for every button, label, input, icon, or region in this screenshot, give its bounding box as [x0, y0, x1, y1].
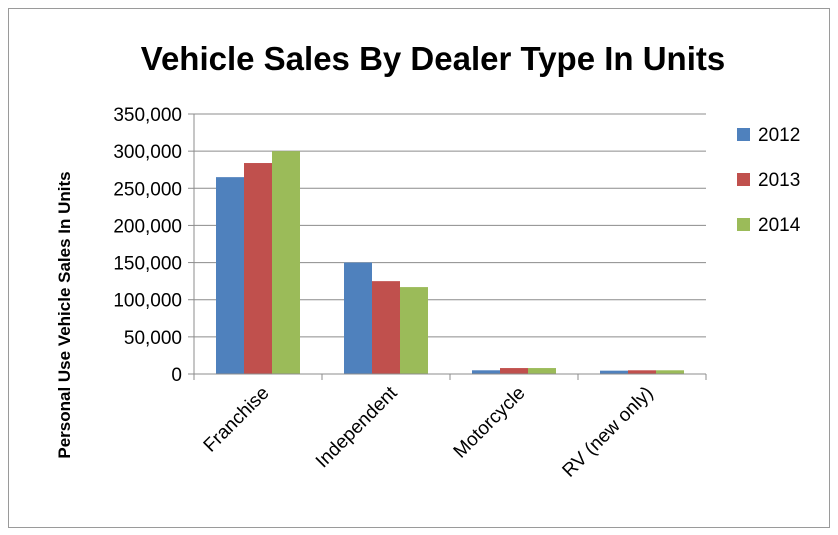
x-category-label: Independent: [312, 382, 402, 472]
bar-motorcycle-2014: [528, 368, 556, 374]
y-tick-label: 250,000: [113, 179, 182, 200]
bar-rv-new-only-2014: [656, 370, 684, 374]
bar-independent-2012: [344, 262, 372, 374]
legend-swatch-2012: [737, 128, 750, 141]
y-tick-label: 200,000: [113, 216, 182, 237]
legend-swatch-2013: [737, 173, 750, 186]
x-category-label: Motorcycle: [450, 383, 530, 463]
bar-motorcycle-2012: [472, 370, 500, 374]
bar-independent-2014: [400, 287, 428, 374]
bar-franchise-2013: [244, 163, 272, 374]
y-axis-ticks: 0 50,000 100,000 150,000 200,000 250,000 300,0…: [113, 105, 194, 386]
legend: 2012 2013 2014: [737, 125, 801, 236]
bar-motorcycle-2013: [500, 368, 528, 374]
legend-swatch-2014: [737, 218, 750, 231]
y-tick-label: 300,000: [113, 142, 182, 163]
legend-label-2013: 2013: [758, 170, 800, 191]
legend-label-2014: 2014: [758, 215, 801, 236]
y-tick-label: 150,000: [113, 254, 182, 275]
chart-frame: [8, 8, 830, 528]
y-tick-label: 100,000: [113, 291, 182, 312]
y-tick-label: 50,000: [124, 328, 182, 349]
bars: [216, 151, 684, 374]
bar-franchise-2014: [272, 151, 300, 374]
axes: [193, 114, 707, 380]
y-tick-label: 350,000: [113, 105, 182, 126]
bar-independent-2013: [372, 281, 400, 374]
x-category-label: RV (new only): [559, 383, 658, 482]
bar-franchise-2012: [216, 177, 244, 374]
bar-rv-new-only-2013: [628, 370, 656, 374]
bar-rv-new-only-2012: [600, 370, 628, 374]
y-tick-label: 0: [171, 365, 182, 386]
chart-title: Vehicle Sales By Dealer Type In Units: [141, 40, 725, 77]
legend-label-2012: 2012: [758, 125, 800, 146]
y-axis-label: Personal Use Vehicle Sales In Units: [55, 171, 74, 458]
x-axis-categories: Franchise Independent Motorcycle RV (new on…: [200, 382, 658, 481]
x-category-label: Franchise: [200, 383, 274, 457]
